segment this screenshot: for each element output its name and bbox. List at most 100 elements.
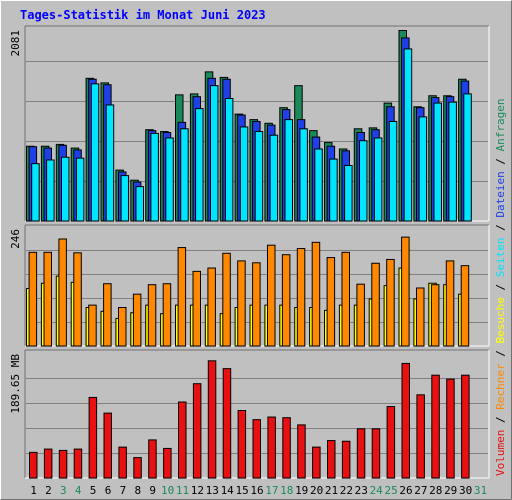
bar-volumen-day-4 bbox=[73, 448, 83, 479]
bar-seiten-day-2 bbox=[46, 159, 55, 222]
day-label-24: 24 bbox=[370, 484, 384, 497]
bar-volumen-day-15 bbox=[237, 410, 247, 479]
bar-seiten-day-24 bbox=[373, 137, 383, 222]
bar-rechner-day-2 bbox=[43, 251, 52, 347]
panel-bot: 189.65 MB bbox=[9, 349, 490, 479]
bar-volumen-day-2 bbox=[43, 448, 53, 479]
bar-rechner-day-15 bbox=[237, 260, 246, 347]
bar-seiten-day-21 bbox=[329, 158, 338, 222]
bar-volumen-day-14 bbox=[222, 368, 232, 479]
bar-seiten-day-13 bbox=[210, 85, 219, 222]
bar-volumen-day-28 bbox=[431, 374, 440, 479]
bar-seiten-day-11 bbox=[180, 128, 189, 222]
bar-seiten-day-18 bbox=[284, 119, 293, 222]
day-label-5: 5 bbox=[90, 484, 97, 497]
legend-separator: / bbox=[494, 151, 507, 171]
bar-volumen-day-29 bbox=[446, 378, 455, 479]
legend-seiten: Seiten bbox=[494, 238, 507, 278]
legend-dateien: Dateien bbox=[494, 171, 507, 217]
bar-seiten-day-23 bbox=[359, 140, 368, 222]
bar-seiten-day-16 bbox=[254, 131, 264, 222]
bar-rechner-day-24 bbox=[371, 262, 380, 347]
bar-volumen-day-21 bbox=[327, 440, 336, 479]
bar-seiten-day-22 bbox=[344, 165, 353, 222]
bar-rechner-day-3 bbox=[58, 238, 67, 347]
bar-rechner-day-9 bbox=[147, 284, 157, 347]
day-label-22: 22 bbox=[340, 484, 353, 497]
bar-rechner-day-28 bbox=[430, 284, 440, 347]
bar-rechner-day-6 bbox=[103, 283, 112, 347]
day-label-14: 14 bbox=[221, 484, 235, 497]
legend-separator: / bbox=[494, 277, 507, 297]
day-label-16: 16 bbox=[250, 484, 263, 497]
bar-seiten-day-20 bbox=[314, 148, 323, 222]
day-label-19: 19 bbox=[295, 484, 308, 497]
bar-seiten-day-15 bbox=[239, 126, 249, 222]
bar-volumen-day-13 bbox=[207, 360, 217, 479]
legend-separator: / bbox=[494, 410, 507, 430]
bar-seiten-day-8 bbox=[135, 186, 144, 222]
bar-seiten-day-1 bbox=[31, 163, 40, 222]
day-label-3: 3 bbox=[60, 484, 67, 497]
bar-rechner-day-20 bbox=[311, 241, 321, 347]
day-label-30: 30 bbox=[459, 484, 472, 497]
bar-rechner-day-5 bbox=[88, 304, 97, 347]
legend-anfragen: Anfragen bbox=[494, 98, 507, 151]
bar-volumen-day-9 bbox=[148, 439, 157, 479]
bar-volumen-day-22 bbox=[341, 440, 351, 479]
day-label-25: 25 bbox=[384, 484, 397, 497]
bar-volumen-day-18 bbox=[282, 417, 291, 479]
bar-rechner-day-11 bbox=[177, 247, 187, 347]
bar-seiten-day-6 bbox=[105, 104, 115, 222]
bar-seiten-day-7 bbox=[120, 175, 130, 222]
bar-seiten-day-27 bbox=[418, 116, 428, 222]
day-label-7: 7 bbox=[120, 484, 127, 497]
legend-besuche: Besuche bbox=[494, 297, 507, 343]
day-label-31: 31 bbox=[474, 484, 487, 497]
axis-max-label: 246 bbox=[9, 229, 22, 249]
day-label-18: 18 bbox=[280, 484, 293, 497]
chart-title: Tages-Statistik im Monat Juni 2023 bbox=[20, 8, 266, 22]
bar-rechner-day-23 bbox=[356, 283, 365, 347]
bar-rechner-day-7 bbox=[118, 307, 127, 347]
bar-seiten-day-28 bbox=[433, 102, 442, 222]
bar-rechner-day-14 bbox=[222, 252, 231, 347]
bar-rechner-day-22 bbox=[341, 251, 350, 347]
bar-seiten-day-9 bbox=[150, 132, 159, 222]
day-label-26: 26 bbox=[399, 484, 412, 497]
bar-seiten-day-10 bbox=[165, 137, 174, 222]
bar-volumen-day-3 bbox=[58, 449, 68, 479]
panel-mid: 246 bbox=[9, 224, 490, 347]
bar-rechner-day-27 bbox=[416, 287, 425, 347]
day-label-15: 15 bbox=[235, 484, 248, 497]
bar-seiten-day-4 bbox=[75, 157, 85, 222]
bar-volumen-day-27 bbox=[416, 394, 425, 479]
legend-separator: / bbox=[494, 218, 507, 238]
day-label-27: 27 bbox=[414, 484, 427, 497]
day-label-13: 13 bbox=[206, 484, 219, 497]
bar-volumen-day-5 bbox=[88, 396, 98, 479]
bar-rechner-day-12 bbox=[192, 270, 201, 347]
bar-volumen-day-25 bbox=[386, 406, 396, 479]
day-label-17: 17 bbox=[265, 484, 278, 497]
bar-rechner-day-4 bbox=[73, 252, 82, 347]
bar-seiten-day-17 bbox=[269, 134, 279, 222]
bar-seiten-day-19 bbox=[299, 128, 308, 222]
bar-rechner-day-1 bbox=[28, 251, 38, 347]
day-label-21: 21 bbox=[325, 484, 338, 497]
day-label-23: 23 bbox=[355, 484, 368, 497]
legend-volumen: Volumen bbox=[494, 430, 507, 476]
bar-seiten-day-5 bbox=[90, 83, 100, 222]
bar-volumen-day-11 bbox=[178, 401, 187, 479]
bar-rechner-day-18 bbox=[281, 254, 291, 347]
bar-seiten-day-25 bbox=[388, 120, 398, 222]
bar-rechner-day-21 bbox=[326, 257, 336, 347]
bar-volumen-day-20 bbox=[312, 446, 321, 479]
day-label-20: 20 bbox=[310, 484, 323, 497]
axis-max-label: 2081 bbox=[9, 30, 22, 57]
bar-volumen-day-10 bbox=[163, 447, 172, 479]
bar-volumen-day-1 bbox=[29, 451, 38, 479]
bar-seiten-day-26 bbox=[403, 48, 413, 222]
bar-volumen-day-8 bbox=[133, 457, 142, 479]
